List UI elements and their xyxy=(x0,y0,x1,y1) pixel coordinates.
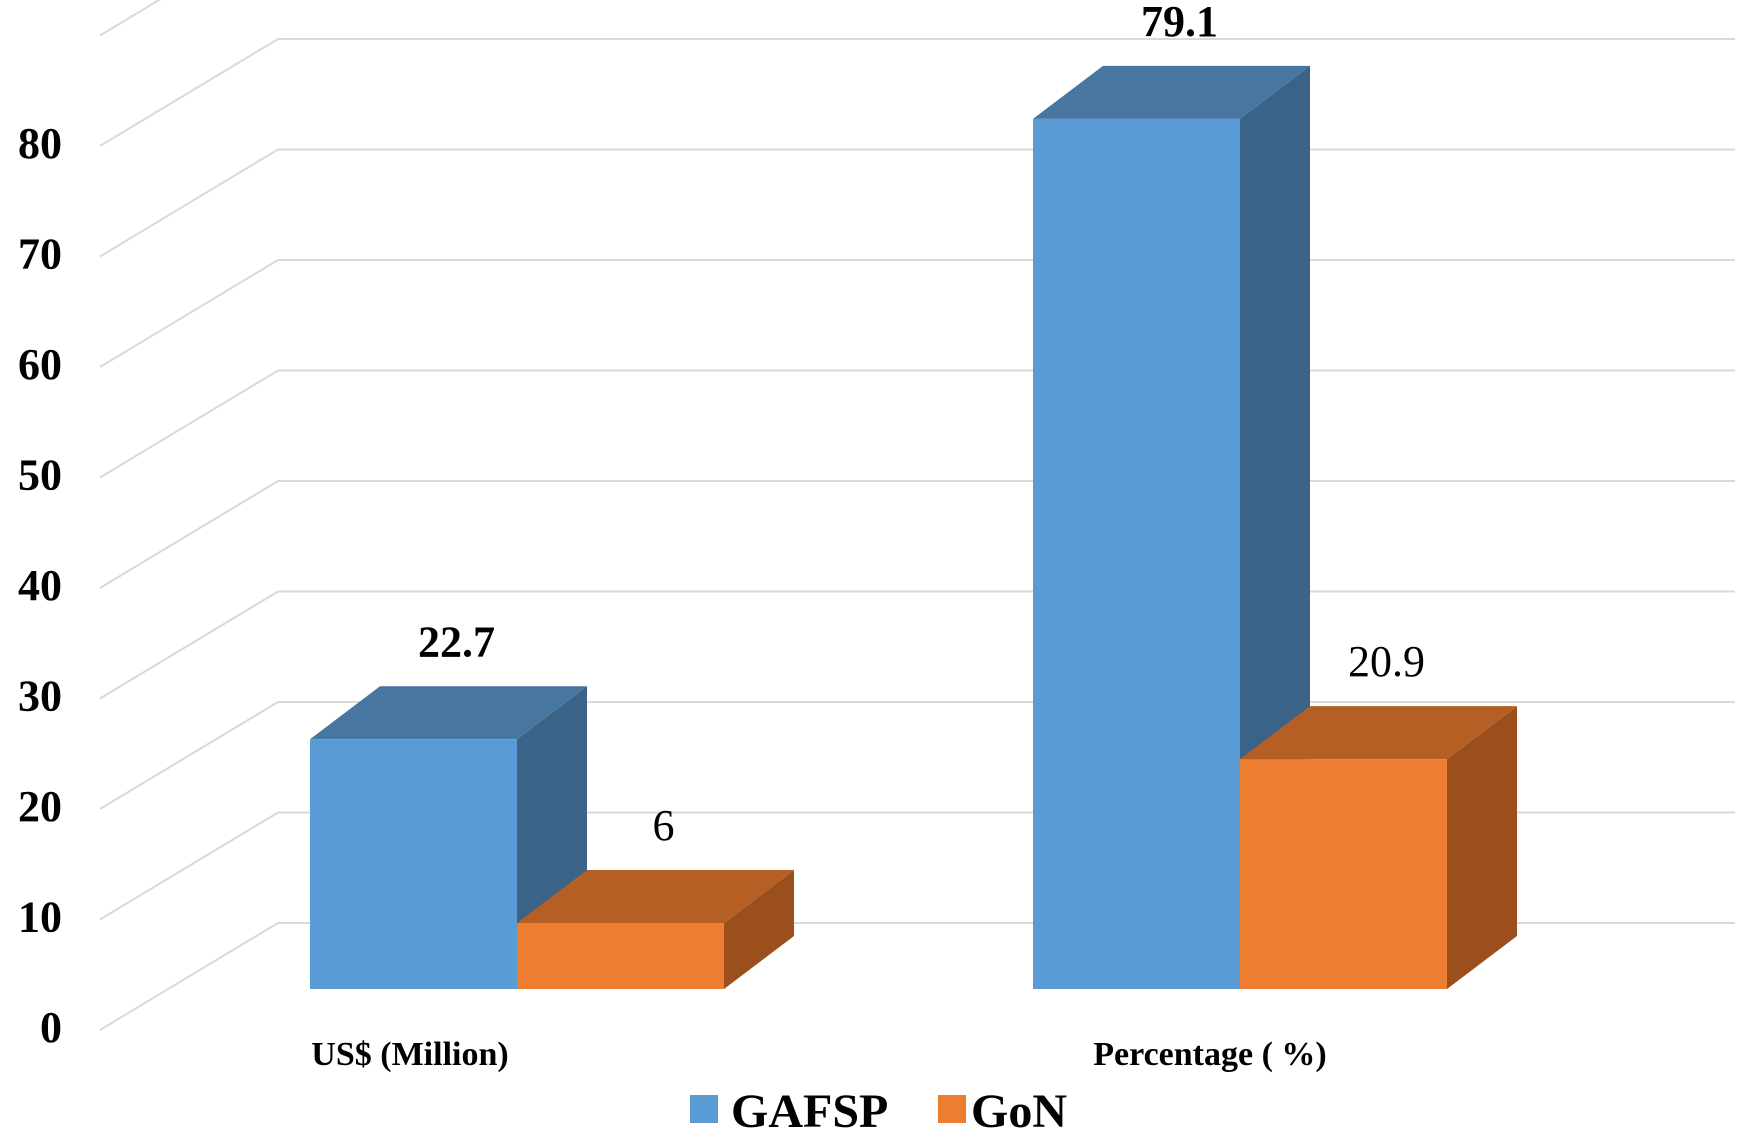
bar-top-face xyxy=(1240,706,1517,760)
legend-item-gon: GoN xyxy=(938,1085,1067,1137)
x-axis-category-labels: US$ (Million) Percentage ( %) xyxy=(311,1036,1326,1073)
y-tick-label: 20 xyxy=(18,782,62,831)
bar-side-face xyxy=(1447,706,1517,989)
gridline-side xyxy=(99,259,279,368)
gridline-side xyxy=(99,701,279,810)
legend-swatch xyxy=(690,1095,718,1123)
gridline-side xyxy=(99,811,279,921)
gridline-side xyxy=(99,922,279,1031)
x-category-label: Percentage ( %) xyxy=(1093,1036,1326,1073)
bar-front-face xyxy=(310,739,517,989)
gridline-side xyxy=(99,38,279,147)
y-tick-label: 70 xyxy=(18,230,62,279)
data-label: 20.9 xyxy=(1348,637,1425,686)
legend-swatch xyxy=(938,1095,966,1123)
bar-side-face xyxy=(724,870,794,989)
gridline-side xyxy=(99,480,279,589)
bar-front-face xyxy=(1033,118,1240,989)
data-labels: 22.7 6 79.1 20.9 xyxy=(418,0,1425,850)
bar-gon xyxy=(517,870,794,989)
y-tick-label: 10 xyxy=(18,893,62,942)
gridline-side xyxy=(99,369,279,479)
bar-front-face xyxy=(517,923,724,989)
bar-gon xyxy=(1240,706,1517,989)
data-label: 6 xyxy=(653,801,675,850)
legend: GAFSP GoN xyxy=(690,1085,1067,1137)
bars xyxy=(310,65,1517,989)
y-tick-label: 0 xyxy=(40,1003,62,1052)
legend-label: GoN xyxy=(971,1085,1067,1132)
bar-top-face xyxy=(517,870,794,923)
legend-item-gafsp: GAFSP xyxy=(690,1085,888,1137)
gridline-side xyxy=(99,590,279,700)
data-label: 22.7 xyxy=(418,617,495,666)
bar-top-face xyxy=(1033,65,1310,119)
y-tick-label: 50 xyxy=(18,451,62,500)
bar-front-face xyxy=(1240,759,1447,989)
bar-top-face xyxy=(310,686,587,740)
gridline-side xyxy=(99,148,279,258)
y-tick-label: 80 xyxy=(18,119,62,168)
legend-label: GAFSP xyxy=(731,1085,888,1132)
bar-gafsp xyxy=(310,686,587,989)
data-label: 79.1 xyxy=(1141,0,1218,46)
y-tick-label: 40 xyxy=(18,561,62,610)
gridline-side xyxy=(99,0,161,37)
y-axis-tick-labels: 0 10 20 30 40 50 60 70 80 xyxy=(18,119,62,1052)
bar-gafsp xyxy=(1033,65,1310,989)
x-category-label: US$ (Million) xyxy=(311,1036,508,1073)
y-tick-label: 60 xyxy=(18,340,62,389)
y-tick-label: 30 xyxy=(18,672,62,721)
